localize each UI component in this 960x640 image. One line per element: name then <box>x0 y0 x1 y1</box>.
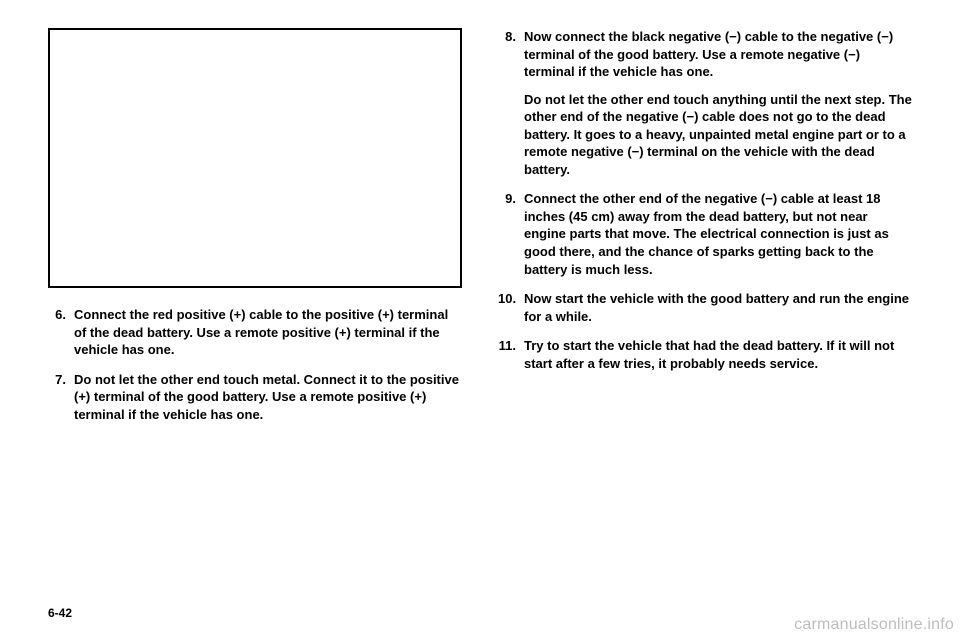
step-text: Do not let the other end touch metal. Co… <box>74 371 462 424</box>
step-7: 7. Do not let the other end touch metal.… <box>48 371 462 424</box>
step-number: 6. <box>48 306 74 359</box>
step-text: Connect the red positive (+) cable to th… <box>74 306 462 359</box>
step-text: Now connect the black negative (−) cable… <box>524 28 912 178</box>
step-text-p1: Now connect the black negative (−) cable… <box>524 29 893 79</box>
step-text: Connect the other end of the negative (−… <box>524 190 912 278</box>
step-text: Try to start the vehicle that had the de… <box>524 337 912 372</box>
step-8: 8. Now connect the black negative (−) ca… <box>498 28 912 178</box>
step-number: 10. <box>498 290 524 325</box>
step-6: 6. Connect the red positive (+) cable to… <box>48 306 462 359</box>
watermark: carmanualsonline.info <box>794 616 954 634</box>
page-number: 6-42 <box>48 606 72 620</box>
step-9: 9. Connect the other end of the negative… <box>498 190 912 278</box>
step-text: Now start the vehicle with the good batt… <box>524 290 912 325</box>
diagram-placeholder <box>48 28 462 288</box>
right-steps-list: 8. Now connect the black negative (−) ca… <box>498 28 912 384</box>
step-number: 8. <box>498 28 524 178</box>
right-column: 8. Now connect the black negative (−) ca… <box>498 28 912 640</box>
step-number: 7. <box>48 371 74 424</box>
step-number: 11. <box>498 337 524 372</box>
left-steps-list: 6. Connect the red positive (+) cable to… <box>48 306 462 435</box>
step-text-p2: Do not let the other end touch anything … <box>524 91 912 179</box>
step-10: 10. Now start the vehicle with the good … <box>498 290 912 325</box>
step-11: 11. Try to start the vehicle that had th… <box>498 337 912 372</box>
left-column: 6. Connect the red positive (+) cable to… <box>48 28 462 640</box>
step-number: 9. <box>498 190 524 278</box>
manual-page: 6. Connect the red positive (+) cable to… <box>0 0 960 640</box>
